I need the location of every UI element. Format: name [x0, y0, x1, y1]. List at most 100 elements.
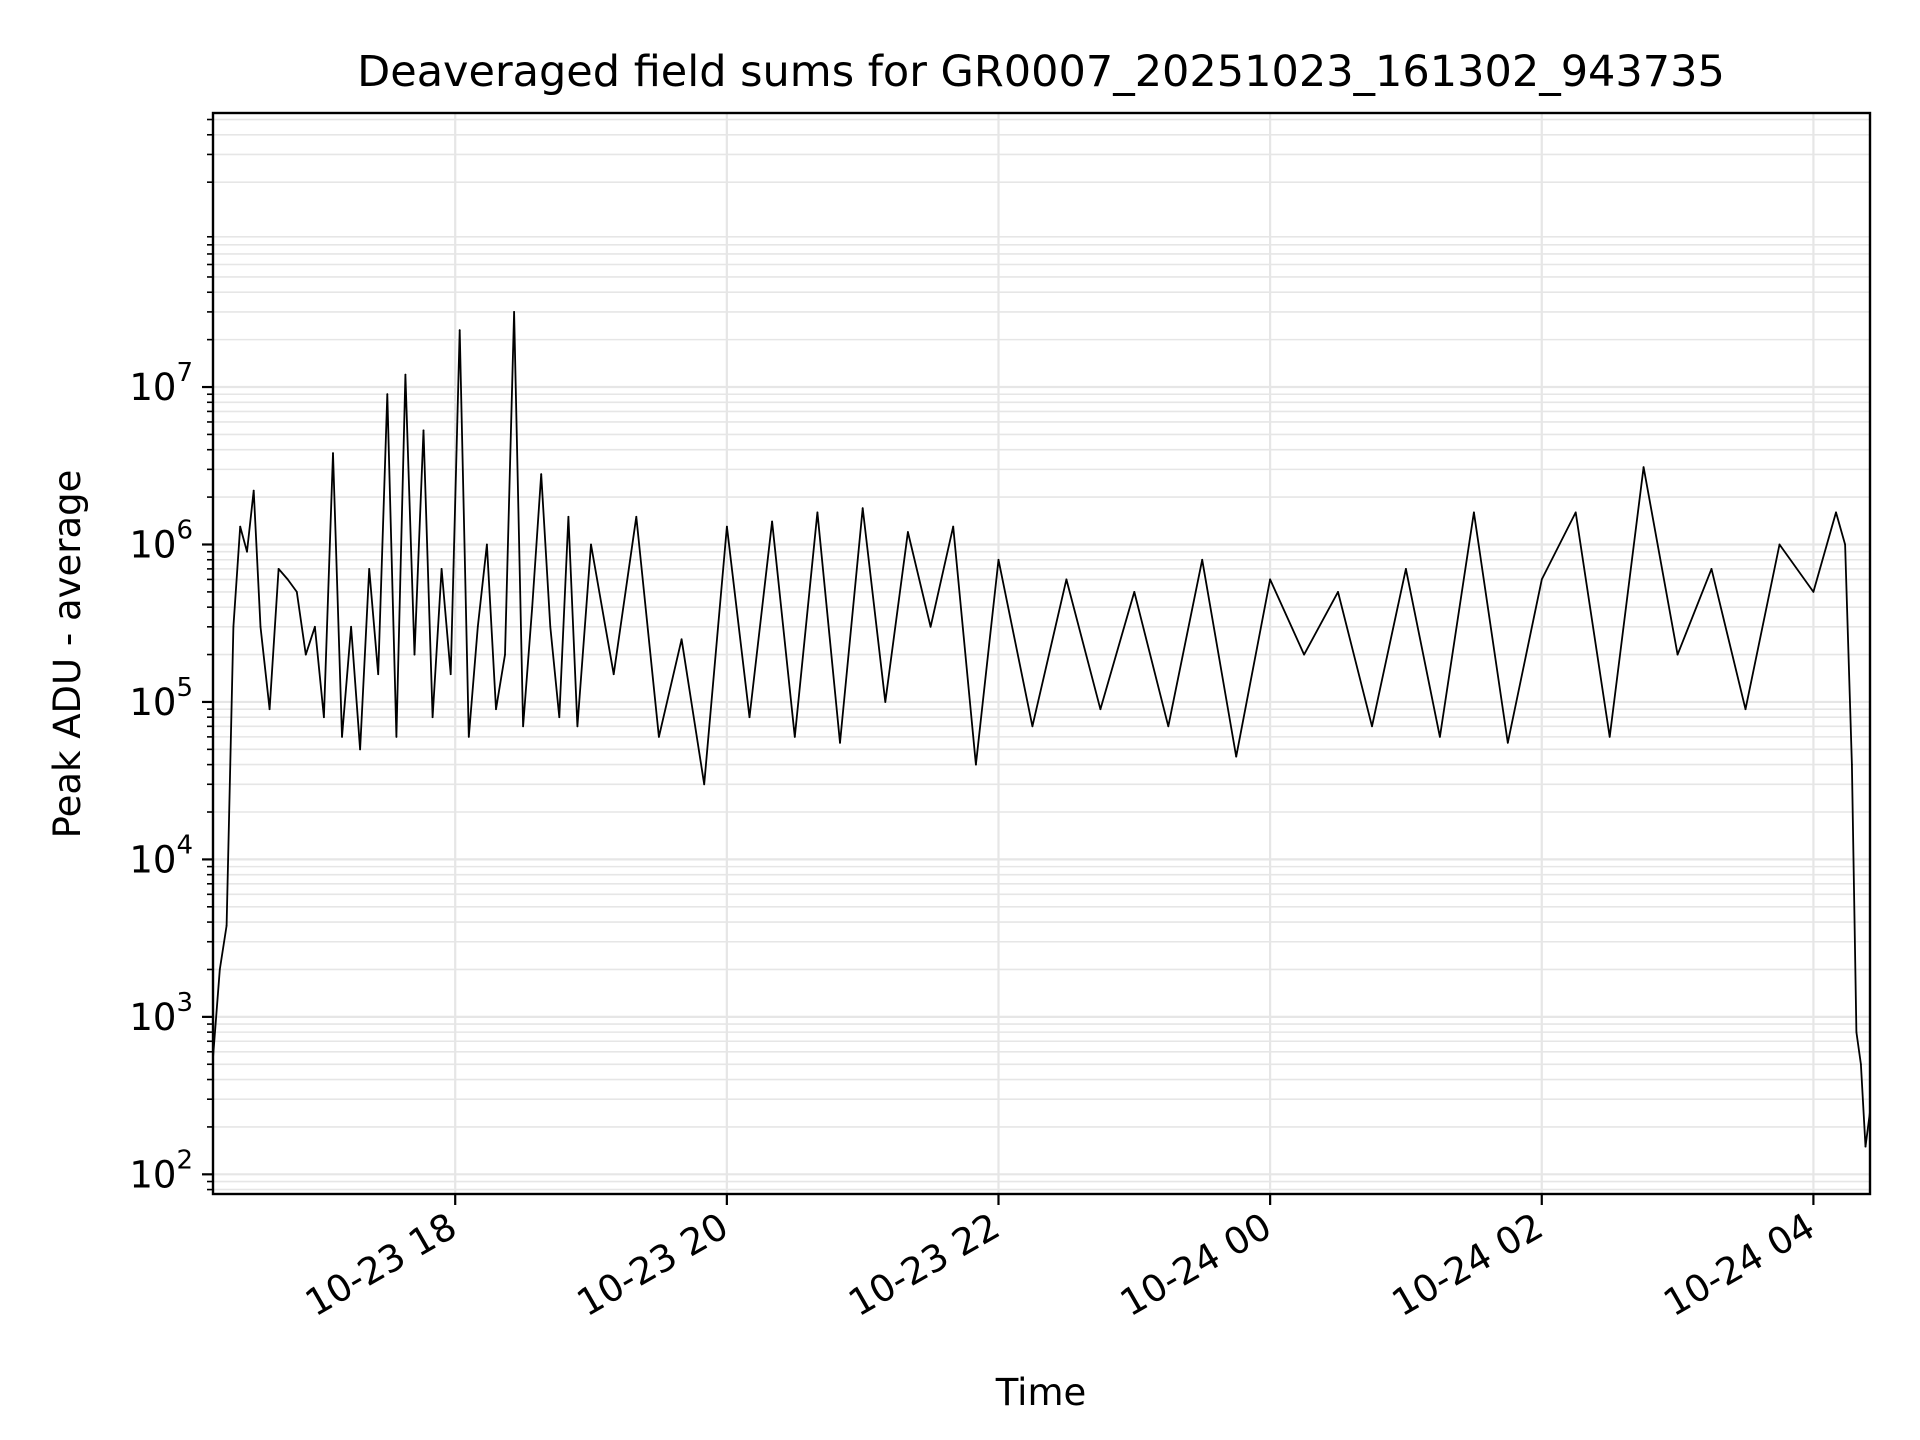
- data-point: [975, 763, 977, 766]
- data-point: [295, 591, 298, 593]
- data-point: [277, 568, 280, 570]
- data-point: [495, 708, 497, 711]
- data-point: [332, 452, 334, 455]
- data-point: [540, 473, 543, 475]
- y-tick-exponent: 2: [176, 1145, 193, 1175]
- data-point: [259, 625, 262, 628]
- data-point: [513, 311, 515, 313]
- y-tick-exponent: 7: [176, 358, 193, 388]
- y-tick-label: 105: [129, 673, 193, 724]
- data-point: [612, 673, 615, 676]
- data-point: [1337, 591, 1339, 593]
- series-layer: [212, 310, 1871, 1148]
- data-point: [486, 543, 488, 546]
- data-point: [997, 558, 1000, 561]
- data-point: [304, 653, 307, 656]
- data-point: [726, 525, 728, 528]
- data-point: [558, 716, 561, 719]
- data-point: [232, 625, 235, 628]
- data-point: [793, 736, 796, 738]
- y-tick-exponent: 5: [176, 673, 193, 703]
- data-point: [286, 578, 289, 581]
- data-point: [323, 716, 325, 719]
- data-point: [1574, 511, 1577, 514]
- data-point: [1812, 591, 1815, 593]
- x-axis-label: Time: [995, 1371, 1087, 1414]
- y-tick-exponent: 6: [176, 515, 193, 545]
- data-point: [218, 968, 221, 971]
- data-point: [246, 550, 248, 553]
- data-point: [314, 625, 316, 628]
- y-tick-base: 10: [129, 838, 176, 881]
- data-point: [1099, 708, 1102, 711]
- data-point: [907, 531, 909, 533]
- data-point: [658, 736, 660, 738]
- data-point: [816, 511, 819, 514]
- data-point: [1642, 466, 1645, 468]
- y-tick-label: 107: [129, 358, 193, 409]
- data-point: [1844, 543, 1846, 546]
- data-point: [476, 625, 479, 628]
- data-point: [567, 515, 570, 518]
- data-point: [377, 673, 380, 676]
- data-point: [1778, 543, 1781, 546]
- data-point: [239, 525, 242, 528]
- data-point: [404, 373, 407, 376]
- data-point: [341, 736, 343, 738]
- data-point: [1405, 568, 1407, 570]
- y-tick-exponent: 3: [176, 988, 193, 1018]
- data-point: [1608, 736, 1611, 738]
- data-point: [467, 736, 470, 738]
- y-tick-exponent: 4: [176, 830, 193, 860]
- data-point: [1201, 558, 1204, 561]
- data-point: [1473, 511, 1475, 514]
- data-point: [748, 716, 751, 719]
- data-point: [1710, 568, 1713, 570]
- y-tick-label: 103: [129, 988, 193, 1039]
- y-axis-label: Peak ADU - average: [46, 470, 89, 839]
- data-point: [458, 329, 461, 331]
- data-point: [1540, 578, 1543, 581]
- data-point: [1855, 1031, 1858, 1033]
- data-point: [1439, 736, 1441, 738]
- data-point: [1835, 511, 1837, 514]
- data-point: [1133, 591, 1136, 593]
- y-tick-base: 10: [129, 523, 176, 566]
- data-point: [884, 701, 887, 703]
- data-point: [449, 673, 452, 676]
- data-point: [861, 507, 864, 510]
- y-tick-label: 102: [129, 1145, 193, 1196]
- y-tick-base: 10: [129, 681, 176, 724]
- y-tick-base: 10: [129, 366, 176, 409]
- data-point: [1506, 741, 1509, 744]
- data-point: [680, 638, 683, 641]
- chart-title: Deaveraged field sums for GR0007_2025102…: [357, 47, 1725, 97]
- data-point: [635, 515, 638, 518]
- data-point: [1864, 1145, 1867, 1148]
- data-point: [771, 520, 773, 523]
- data-point: [359, 748, 361, 751]
- data-point: [350, 625, 352, 628]
- data-point: [422, 429, 425, 432]
- data-point: [268, 708, 271, 711]
- data-point: [413, 653, 416, 656]
- data-point: [440, 568, 443, 570]
- y-tick-base: 10: [129, 1153, 176, 1196]
- data-point: [1860, 1063, 1862, 1066]
- data-point: [1235, 755, 1238, 758]
- y-tick-base: 10: [129, 996, 176, 1039]
- data-point: [1269, 578, 1271, 581]
- data-point: [395, 736, 398, 738]
- data-point: [1744, 708, 1747, 711]
- data-point: [225, 924, 228, 927]
- data-point: [504, 653, 506, 656]
- data-point: [1851, 763, 1853, 766]
- data-point: [549, 625, 552, 628]
- data-point: [368, 568, 371, 570]
- data-point: [590, 543, 592, 546]
- data-point: [1167, 725, 1170, 728]
- data-point: [952, 525, 955, 528]
